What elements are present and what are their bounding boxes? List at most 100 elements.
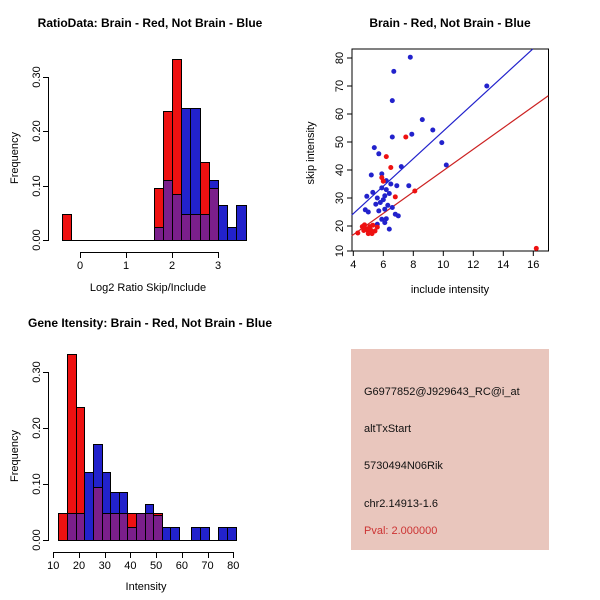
y-tick-label: 0.00 <box>31 229 43 251</box>
panel-intensity-scatter: Brain - Red, Not Brain - Blue skip inten… <box>300 0 600 300</box>
scatter-point-blue <box>386 191 392 196</box>
x-tick-label: 6 <box>380 259 386 271</box>
x-tick <box>233 551 235 558</box>
x-tick-label: 40 <box>124 559 137 572</box>
panel-gene-info: G6977852@J929643_RC@i_at altTxStart 5730… <box>300 300 600 600</box>
scatter-point-blue <box>379 185 385 191</box>
x-tick-label: 3 <box>214 260 222 272</box>
probe-id-text: G6977852@J929643_RC@i_at <box>364 386 520 398</box>
scatter-point-blue <box>406 183 412 189</box>
scatter-point-blue <box>377 200 383 205</box>
y-tick <box>43 185 48 187</box>
y-axis-line <box>48 372 49 541</box>
scatter-point-red <box>355 230 361 236</box>
scatter-point-blue <box>407 54 413 60</box>
red-fit-line <box>351 95 549 237</box>
y-tick <box>43 428 48 429</box>
y-tick-label: 10 <box>334 245 346 257</box>
scatter-point-blue <box>385 202 391 208</box>
scatter-point-red <box>403 134 409 140</box>
y-tick-label: 0.00 <box>31 529 43 551</box>
x-tick-label: 10 <box>437 259 449 271</box>
y-tick-label: 60 <box>334 108 346 120</box>
y-tick-label: 20 <box>334 220 346 232</box>
scatter-point-blue <box>430 127 436 133</box>
scatter-point-blue <box>382 193 388 199</box>
scatter-point-red <box>388 165 394 170</box>
ratio-histogram-plot: 0.00 0.10 0.20 0.30 0 1 2 3 <box>0 0 300 300</box>
scatter-point-blue <box>383 216 389 222</box>
x-tick-label: 2 <box>168 260 176 272</box>
x-tick-label: 70 <box>201 559 214 572</box>
scatter-point-blue <box>394 183 400 189</box>
ratio-histogram-xlabel: Log2 Ratio Skip/Include <box>89 282 207 294</box>
scatter-point-red <box>533 245 539 251</box>
gene-histogram-plot: 0.00 0.10 0.20 0.30 10 20 30 40 50 60 70 80 <box>0 300 300 600</box>
pval-text: Pval: 2.000000 <box>364 525 438 537</box>
scatter-point-blue <box>379 216 385 222</box>
gene-histogram-title: Gene Itensity: Brain - Red, Not Brain - … <box>27 316 273 330</box>
locus-text: chr2.14913-1.6 <box>364 498 438 510</box>
scatter-point-blue <box>376 208 382 214</box>
scatter-plot: 4 6 8 10 12 14 16 10 20 30 40 50 60 70 80 <box>334 48 549 271</box>
hist-bar <box>218 204 229 241</box>
y-tick <box>43 484 48 485</box>
blue-fit-line <box>351 48 534 216</box>
scatter-point-blue <box>398 164 404 170</box>
y-tick-label: 0.30 <box>31 66 43 88</box>
y-tick <box>43 372 48 373</box>
scatter-point-blue <box>365 209 371 215</box>
y-tick-label: 50 <box>334 136 346 148</box>
scatter-point-blue <box>391 68 397 74</box>
scatter-point-blue <box>389 98 395 104</box>
scatter-point-blue <box>409 131 415 137</box>
scatter-point-blue <box>443 162 449 168</box>
hist-bar <box>236 204 247 241</box>
event-type-text: altTxStart <box>364 423 412 435</box>
scatter-title: Brain - Red, Not Brain - Blue <box>369 16 531 30</box>
x-axis-line <box>53 551 235 553</box>
y-tick-label: 0.30 <box>31 361 43 383</box>
x-tick-label: 4 <box>350 259 356 271</box>
x-tick <box>218 252 219 258</box>
y-tick-label: 0.10 <box>31 473 43 495</box>
scatter-point-blue <box>382 220 388 226</box>
scatter-point-blue <box>373 201 379 207</box>
scatter-point-blue <box>419 117 425 123</box>
y-tick-label: 40 <box>334 164 346 176</box>
y-tick <box>43 540 48 541</box>
scatter-point-red <box>392 194 398 200</box>
x-tick <box>104 551 106 558</box>
hist-bar <box>61 213 72 241</box>
y-axis-line <box>48 77 49 241</box>
panel-gene-intensity-histogram: Gene Itensity: Brain - Red, Not Brain - … <box>0 300 300 600</box>
x-tick-label: 60 <box>175 559 188 572</box>
x-tick <box>53 551 55 558</box>
x-tick-label: 0 <box>76 260 84 272</box>
y-tick <box>43 240 48 241</box>
x-tick-label: 20 <box>72 559 86 572</box>
x-tick <box>156 551 158 558</box>
x-axis-line <box>80 252 219 253</box>
scatter-point-red <box>372 228 378 234</box>
y-tick <box>43 131 48 133</box>
x-tick <box>130 551 132 558</box>
scatter-point-blue <box>484 83 490 89</box>
x-tick <box>207 551 209 558</box>
scatter-point-red <box>374 224 380 230</box>
hist-bar <box>226 526 237 541</box>
ratio-histogram-title: RatioData: Brain - Red, Not Brain - Blue <box>37 16 263 30</box>
gene-histogram-xlabel: Intensity <box>125 581 167 593</box>
y-tick-label: 0.20 <box>31 120 43 143</box>
scatter-point-blue <box>382 206 388 212</box>
hist-bar <box>199 526 210 541</box>
x-tick <box>126 252 127 258</box>
x-tick-label: 80 <box>227 559 240 572</box>
y-tick-label: 70 <box>334 80 346 92</box>
x-tick-label: 10 <box>47 559 60 572</box>
x-tick-label: 50 <box>150 559 163 572</box>
x-tick-label: 14 <box>497 259 509 271</box>
x-tick <box>172 252 173 258</box>
scatter-point-blue <box>383 187 389 193</box>
